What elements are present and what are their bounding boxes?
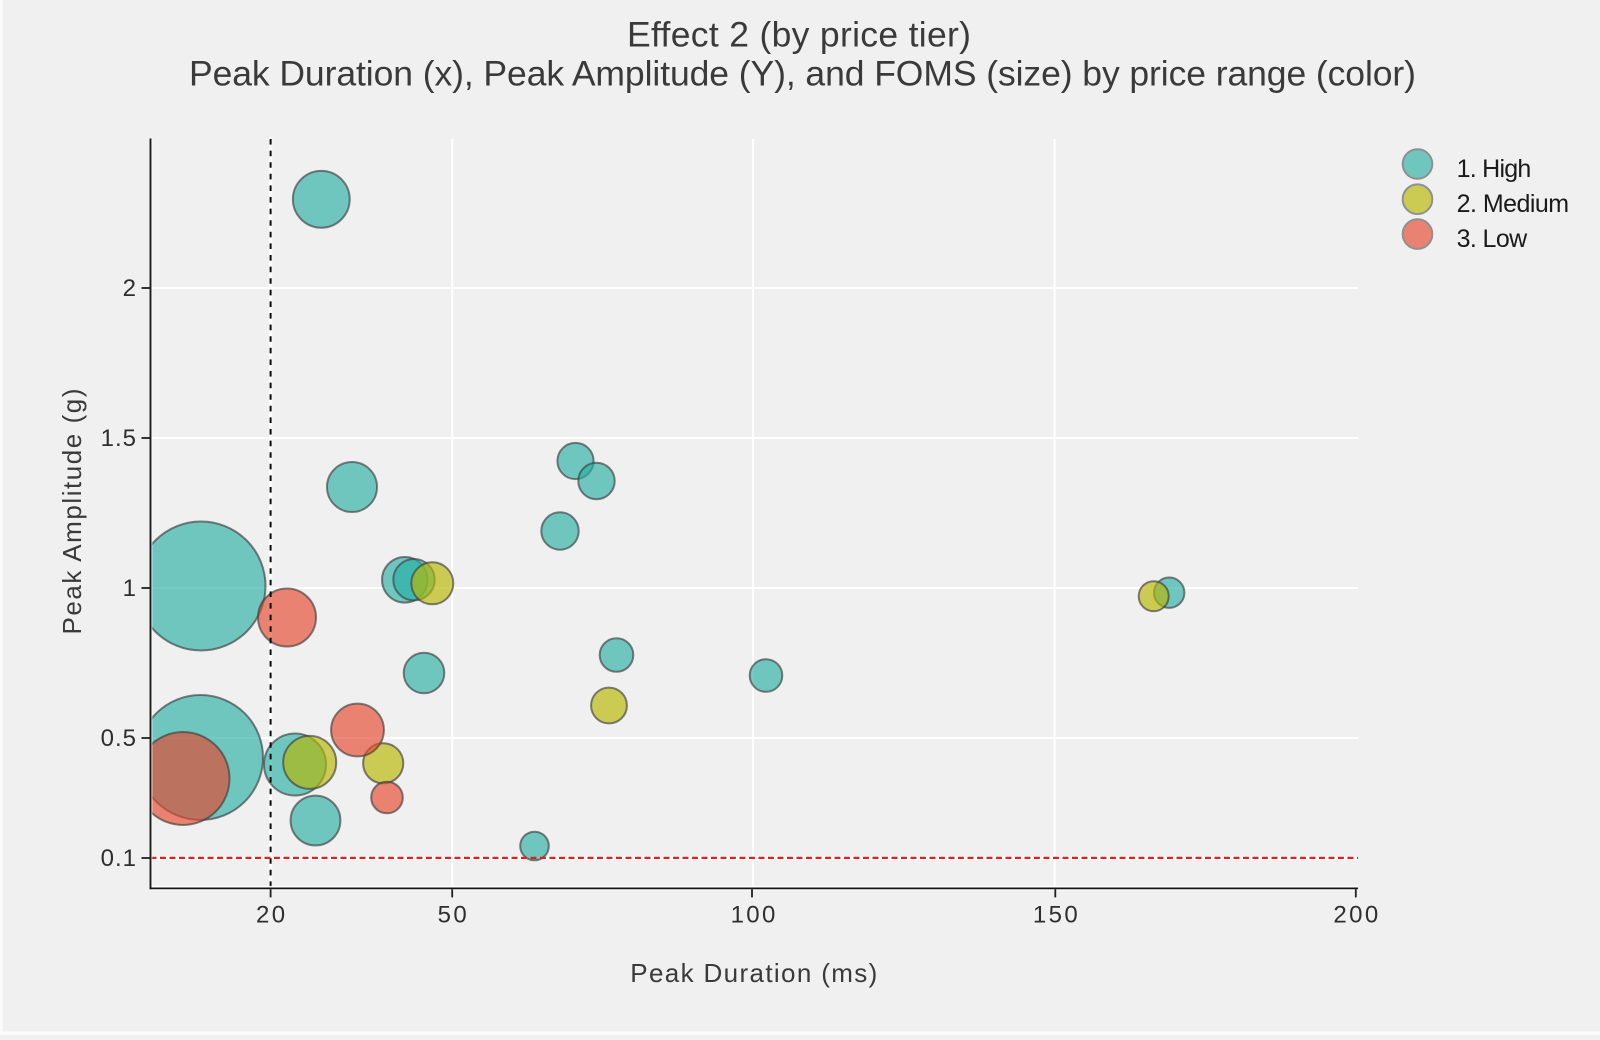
svg-text:150: 150	[1033, 902, 1080, 929]
svg-text:Peak Duration (ms): Peak Duration (ms)	[630, 958, 877, 988]
svg-text:0.1: 0.1	[101, 845, 137, 872]
svg-text:2: 2	[123, 275, 137, 302]
svg-text:Peak Amplitude (g): Peak Amplitude (g)	[57, 389, 87, 635]
svg-text:50: 50	[438, 902, 470, 929]
svg-text:100: 100	[731, 902, 778, 929]
svg-text:1.5: 1.5	[101, 425, 137, 452]
svg-text:Peak Duration (x), Peak Amplit: Peak Duration (x), Peak Amplitude (Y), a…	[189, 54, 1416, 94]
svg-text:Effect 2 (by price tier): Effect 2 (by price tier)	[627, 15, 971, 55]
svg-text:20: 20	[256, 902, 288, 929]
svg-text:0.5: 0.5	[101, 725, 137, 752]
svg-text:200: 200	[1333, 902, 1380, 929]
svg-text:2. Medium: 2. Medium	[1457, 190, 1570, 218]
svg-text:1: 1	[123, 575, 137, 602]
svg-text:1. High: 1. High	[1457, 155, 1532, 183]
svg-text:3. Low: 3. Low	[1457, 225, 1529, 253]
